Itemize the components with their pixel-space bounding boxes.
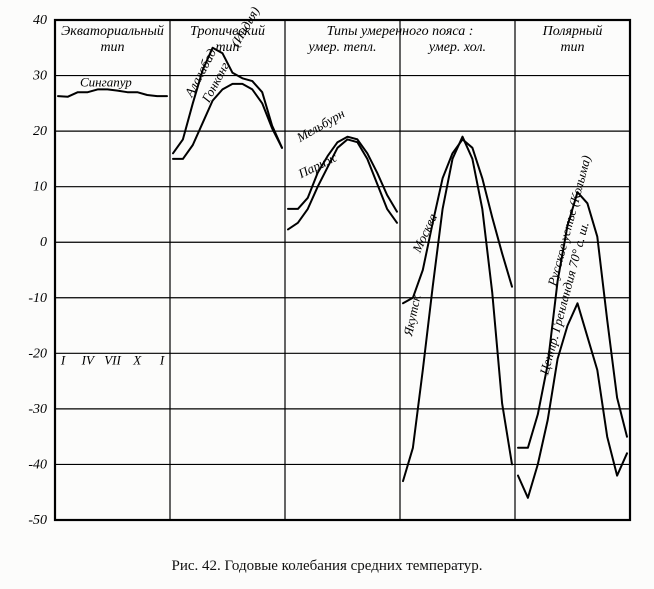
y-tick-label: 20	[33, 124, 47, 139]
y-tick-label: 10	[33, 180, 47, 195]
y-tick-label: -30	[28, 402, 47, 417]
x-month-label: I	[60, 352, 66, 367]
y-tick-label: -10	[28, 291, 47, 306]
panel-header: Полярный	[542, 24, 603, 39]
y-tick-label: 30	[32, 69, 47, 84]
panel-subheader: умер. тепл.	[307, 40, 377, 55]
y-tick-label: -20	[28, 346, 47, 361]
panel-header: тип	[560, 40, 584, 55]
x-month-label: VII	[104, 352, 121, 367]
y-tick-label: -40	[28, 457, 47, 472]
panel-header: тип	[100, 40, 124, 55]
panel-header: Экваториальный	[61, 24, 164, 39]
figure-container: 403020100-10-20-30-40-50Экваториальныйти…	[0, 0, 654, 589]
y-tick-label: -50	[28, 513, 47, 528]
y-tick-label: 0	[40, 235, 47, 250]
x-month-label: IV	[81, 352, 96, 367]
panel-subheader: умер. хол.	[427, 40, 486, 55]
figure-caption: Рис. 42. Годовые колебания средних темпе…	[0, 558, 654, 575]
series-label-singapore: Сингапур	[80, 75, 132, 90]
y-tick-label: 40	[33, 13, 47, 28]
panel-header: Типы умеренного пояса :	[327, 24, 474, 39]
chart-svg: 403020100-10-20-30-40-50Экваториальныйти…	[0, 0, 654, 560]
x-month-label: X	[132, 352, 142, 367]
x-month-label: I	[159, 352, 165, 367]
